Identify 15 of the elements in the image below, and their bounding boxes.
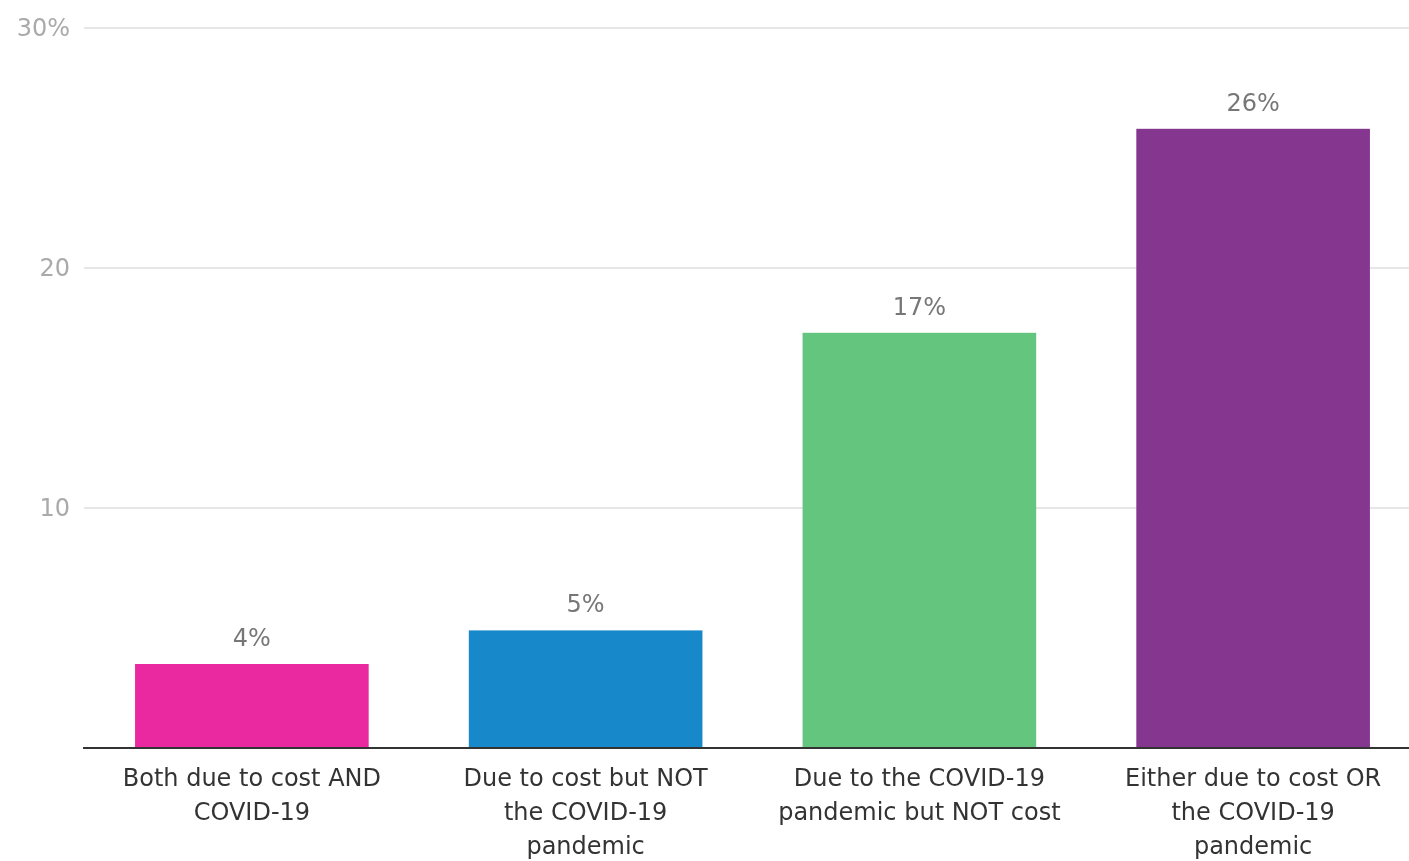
bar	[468, 630, 703, 748]
y-tick-label: 20	[39, 254, 70, 283]
x-tick-label: Due to the COVID-19 pandemic but NOT cost	[778, 764, 1061, 826]
y-tick-label: 10	[39, 494, 70, 523]
data-label: 4%	[232, 624, 271, 652]
data-label: 5%	[566, 590, 605, 619]
y-tick-label: 30%	[16, 14, 70, 43]
x-tick-label: Both due to cost AND COVID-19	[122, 764, 381, 826]
x-tick-label: Due to cost but NOT the COVID-19 pandemic	[463, 764, 709, 860]
bar	[135, 664, 369, 748]
bar	[1136, 128, 1370, 748]
x-tick-label: Either due to cost OR the COVID-19 pandemic	[1124, 764, 1382, 860]
data-label: 17%	[892, 292, 947, 321]
bar	[802, 332, 1037, 748]
data-label: 26%	[1226, 88, 1280, 117]
